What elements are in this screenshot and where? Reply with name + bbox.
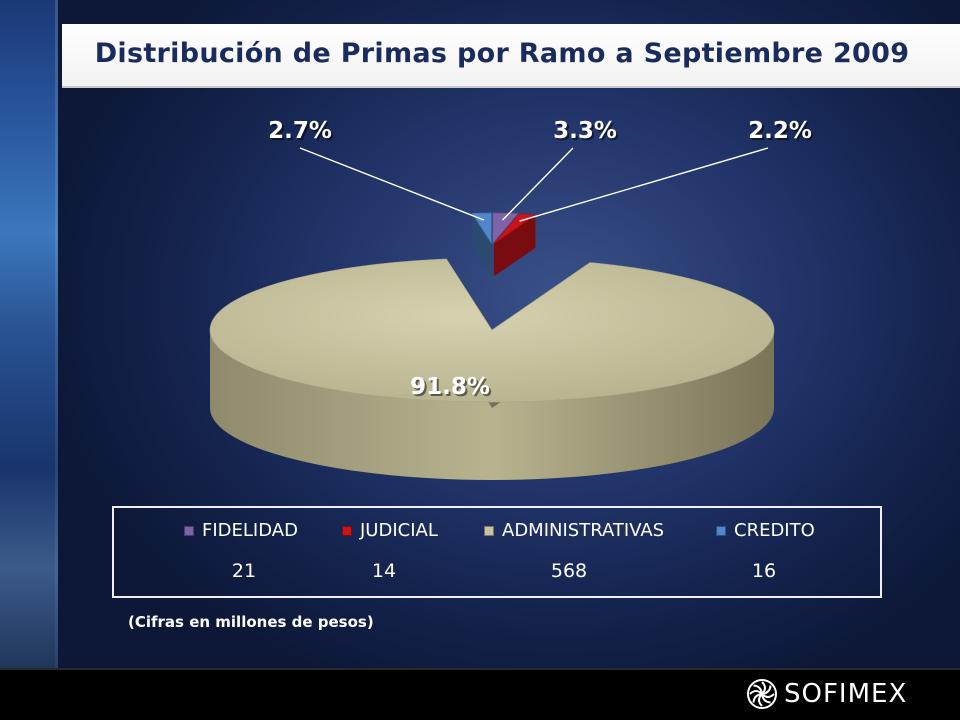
pie-slice-credito (471, 212, 492, 276)
legend-row: FIDELIDAD JUDICIAL ADMINISTRATIVAS CREDITO (114, 520, 880, 550)
logo-text: SOFIMEX (784, 679, 908, 709)
svg-text:2.7%: 2.7% (270, 120, 334, 146)
legend-value-credito: 16 (751, 560, 777, 582)
units-note: (Cifras en millones de pesos) (128, 613, 374, 631)
leader-line-fidelidad (501, 147, 574, 221)
percent-label-judicial: 2.2% (748, 118, 812, 144)
percent-label-administrativas: 91.8% (410, 374, 490, 400)
legend-value-administrativas: 568 (550, 560, 588, 582)
leader-line-judicial (519, 147, 769, 222)
pie-slice-administrativas (209, 258, 775, 480)
legend-item-fidelidad: FIDELIDAD (184, 520, 298, 541)
footer-bar (0, 668, 960, 720)
legend-swatch (184, 525, 194, 536)
leader-line-credito (299, 147, 485, 221)
value-row: 21 14 568 16 (114, 560, 880, 590)
legend-swatch (484, 525, 494, 536)
legend-label: ADMINISTRATIVAS (502, 520, 665, 541)
legend-table: FIDELIDAD JUDICIAL ADMINISTRATIVAS CREDITO … (112, 506, 882, 598)
decorative-side-strip (0, 0, 58, 668)
legend-item-administrativas: ADMINISTRATIVAS (484, 520, 664, 541)
sofimex-logo-icon (747, 679, 777, 709)
legend-label: JUDICIAL (360, 520, 438, 541)
legend-value-judicial: 14 (371, 560, 397, 582)
legend-item-judicial: JUDICIAL (342, 520, 438, 541)
legend-label: FIDELIDAD (202, 520, 298, 541)
legend-label: CREDITO (734, 520, 815, 541)
company-logo: SOFIMEX (746, 676, 907, 712)
legend-swatch (716, 525, 726, 536)
svg-text:3.3%: 3.3% (555, 120, 619, 146)
legend-swatch (342, 525, 352, 536)
percent-label-credito: 2.7% (268, 118, 332, 144)
percent-label-fidelidad: 3.3% (553, 118, 617, 144)
svg-text:91.8%: 91.8% (412, 376, 492, 402)
legend-item-credito: CREDITO (716, 520, 815, 541)
title-bar: Distribución de Primas por Ramo a Septie… (62, 24, 960, 88)
svg-text:2.2%: 2.2% (750, 120, 814, 146)
chart-title: Distribución de Primas por Ramo a Septie… (94, 38, 910, 69)
legend-value-fidelidad: 21 (231, 560, 257, 582)
pie-slice-judicial (494, 213, 537, 277)
